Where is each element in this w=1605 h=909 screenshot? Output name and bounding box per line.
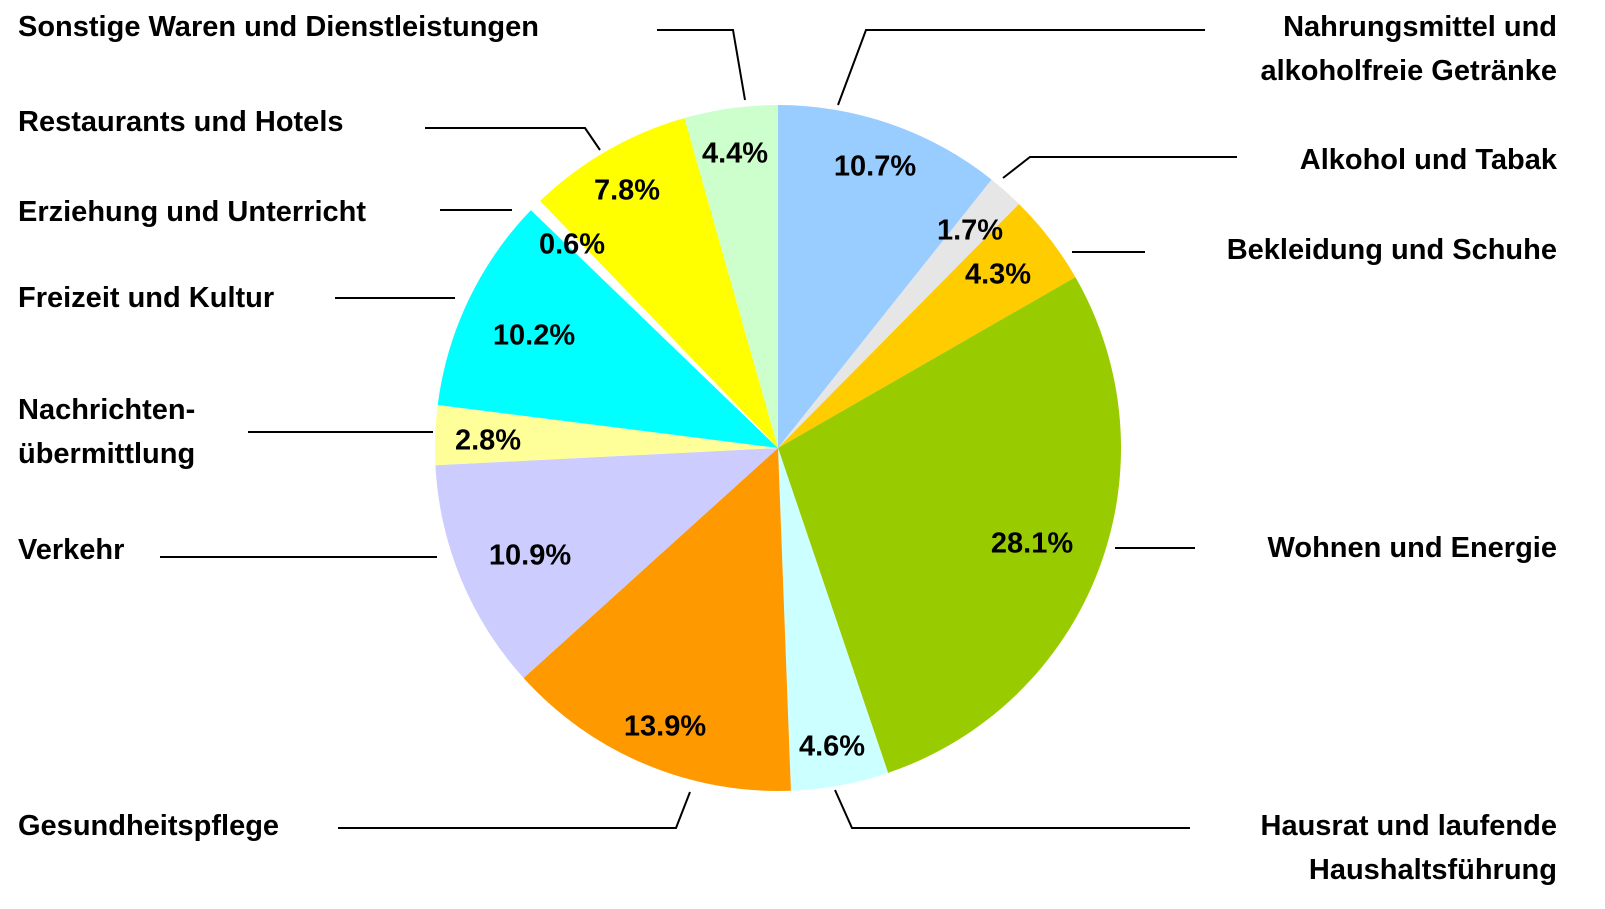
category-label: Alkohol und Tabak bbox=[1299, 144, 1557, 176]
category-label: Nahrungsmittel und alkoholfreie Getränke bbox=[1260, 11, 1557, 87]
pie-slice bbox=[684, 105, 778, 448]
category-label: Sonstige Waren und Dienstleistungen bbox=[18, 11, 539, 43]
pie-slice bbox=[435, 448, 778, 679]
category-label: Freizeit und Kultur bbox=[18, 282, 275, 314]
pie-slice bbox=[523, 448, 791, 791]
pie-slice bbox=[778, 105, 992, 448]
leader-line bbox=[1002, 156, 1237, 179]
category-label: Verkehr bbox=[18, 534, 125, 566]
pie-slice bbox=[437, 210, 778, 448]
category-label: Erziehung und Unterricht bbox=[18, 196, 366, 228]
value-label: 4.6% bbox=[799, 731, 865, 763]
value-label: 1.7% bbox=[937, 215, 1003, 247]
value-label: 2.8% bbox=[455, 425, 521, 457]
value-label: 7.8% bbox=[594, 175, 660, 207]
leader-line bbox=[834, 789, 1190, 829]
category-label: Nachrichten- übermittlung bbox=[18, 394, 196, 470]
category-label: Gesundheitspflege bbox=[18, 810, 280, 842]
value-label: 28.1% bbox=[991, 528, 1073, 560]
value-label: 13.9% bbox=[624, 711, 706, 743]
value-label: 0.6% bbox=[539, 229, 605, 261]
leader-line bbox=[837, 29, 1205, 106]
value-label: 4.4% bbox=[702, 138, 768, 170]
pie-slice bbox=[778, 203, 1076, 448]
value-label: 10.7% bbox=[834, 151, 916, 183]
value-label: 10.9% bbox=[489, 540, 571, 572]
pie-slice bbox=[540, 118, 778, 448]
leader-line bbox=[338, 791, 691, 829]
category-label: Restaurants und Hotels bbox=[18, 106, 344, 138]
pie-slice bbox=[778, 448, 889, 791]
category-label: Hausrat und laufende Haushaltsführung bbox=[1260, 810, 1558, 886]
leader-line bbox=[425, 127, 601, 151]
leader-line bbox=[657, 29, 746, 101]
value-label: 4.3% bbox=[965, 259, 1031, 291]
pie-slice bbox=[778, 179, 1020, 448]
category-label: Wohnen und Energie bbox=[1267, 532, 1557, 564]
value-label: 10.2% bbox=[493, 320, 575, 352]
pie-slice bbox=[530, 200, 778, 448]
pie-slice bbox=[778, 277, 1121, 773]
category-label: Bekleidung und Schuhe bbox=[1226, 234, 1557, 266]
pie-slice bbox=[435, 405, 778, 466]
